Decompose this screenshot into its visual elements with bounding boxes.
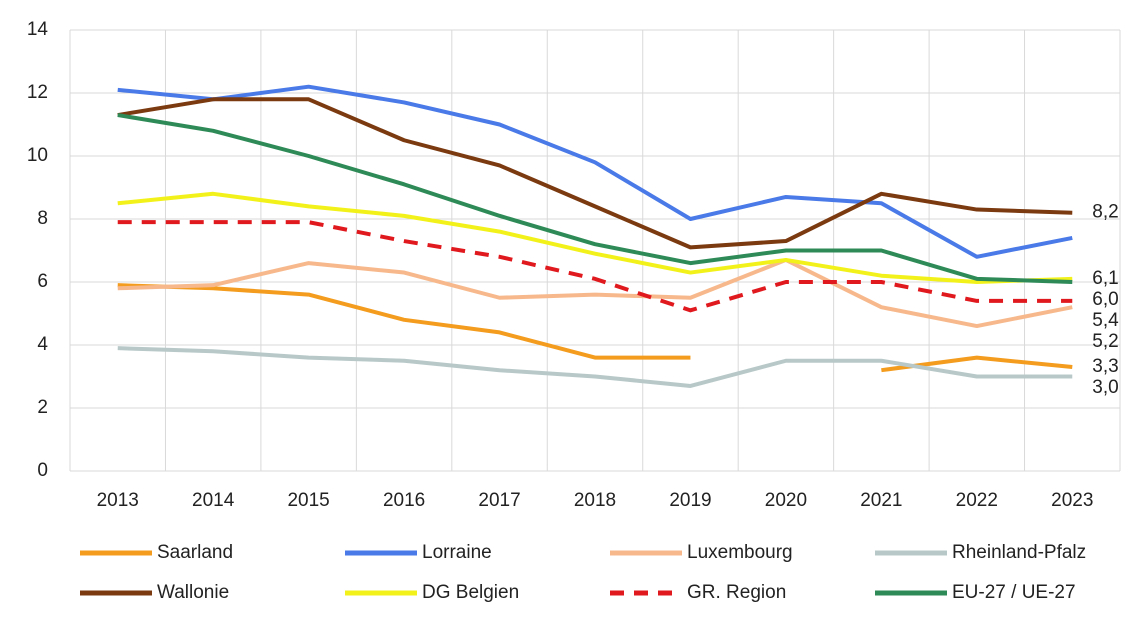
x-tick-label: 2014	[192, 490, 235, 511]
value-label: 5,4	[1092, 310, 1119, 331]
legend-label: Luxembourg	[687, 542, 793, 563]
x-tick-label: 2016	[383, 490, 425, 511]
legend-label: Wallonie	[157, 582, 229, 603]
y-tick-label: 0	[37, 460, 48, 481]
x-tick-label: 2013	[97, 490, 139, 511]
legend-label: Saarland	[157, 542, 233, 563]
x-tick-label: 2018	[574, 490, 616, 511]
series-line	[117, 84, 1073, 259]
y-tick-label: 14	[27, 19, 49, 40]
y-tick-label: 8	[37, 208, 48, 229]
x-tick-label: 2023	[1051, 490, 1093, 511]
x-tick-label: 2019	[669, 490, 711, 511]
series-line	[117, 97, 1073, 250]
x-tick-label: 2017	[478, 490, 520, 511]
series-line	[117, 257, 1073, 329]
x-tick-label: 2022	[956, 490, 998, 511]
legend-label: Lorraine	[422, 542, 492, 563]
legend-label: DG Belgien	[422, 582, 519, 603]
x-tick-label: 2015	[287, 490, 329, 511]
series-line	[117, 191, 1073, 284]
series-line	[117, 113, 1073, 284]
x-tick-label: 2020	[765, 490, 807, 511]
y-tick-label: 12	[27, 82, 48, 103]
series-line	[117, 220, 1073, 313]
value-label: 6,1	[1092, 268, 1118, 289]
legend-label: GR. Region	[687, 582, 786, 603]
y-tick-label: 6	[37, 271, 48, 292]
legend-label: EU-27 / UE-27	[952, 582, 1076, 603]
value-label: 6,0	[1092, 289, 1118, 310]
series-line	[117, 346, 1073, 388]
x-tick-label: 2021	[860, 490, 902, 511]
value-label: 3,0	[1092, 377, 1118, 398]
y-tick-label: 10	[27, 145, 48, 166]
value-label: 8,2	[1092, 202, 1118, 223]
value-label: 3,3	[1092, 356, 1118, 377]
value-label: 5,2	[1092, 331, 1118, 352]
y-tick-label: 2	[37, 397, 48, 418]
y-tick-label: 4	[37, 334, 48, 355]
legend-label: Rheinland-Pfalz	[952, 542, 1086, 563]
